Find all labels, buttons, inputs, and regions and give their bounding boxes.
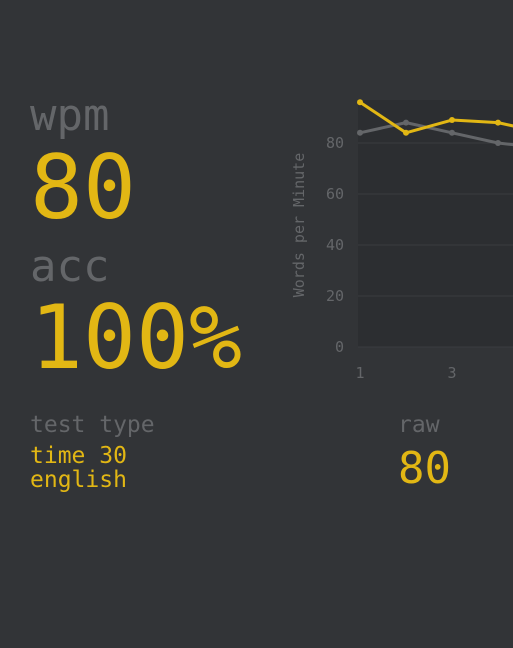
test-type-label: test type [30,412,155,438]
series-1-point [449,129,455,136]
series-0-point [495,119,501,126]
y-axis-ticks: 0 20 40 60 80 [326,134,344,356]
x-tick-label: 1 [355,364,364,382]
wpm-label: wpm [30,90,110,141]
acc-label: acc [30,241,110,292]
y-tick-label: 0 [335,338,344,356]
y-tick-label: 40 [326,236,344,254]
series-1-point [403,119,409,126]
series-0-point [449,117,455,124]
y-axis-title: Words per Minute [290,153,308,298]
acc-value: 100% [30,286,242,389]
wpm-value: 80 [30,136,136,239]
raw-value: 80 [398,443,451,494]
raw-label: raw [398,412,440,438]
series-1-point [495,140,501,146]
series-0-point [403,129,409,136]
y-tick-label: 20 [326,287,344,305]
series-lines [357,99,513,147]
series-1-point [357,129,363,136]
test-type-language: english [30,467,127,493]
plot-area [358,100,513,347]
test-type-mode: time 30 [30,443,127,469]
y-tick-label: 60 [326,185,344,203]
y-tick-label: 80 [326,134,344,152]
grid-lines [358,142,513,348]
x-tick-label: 3 [447,364,456,382]
series-0-point [357,99,363,106]
